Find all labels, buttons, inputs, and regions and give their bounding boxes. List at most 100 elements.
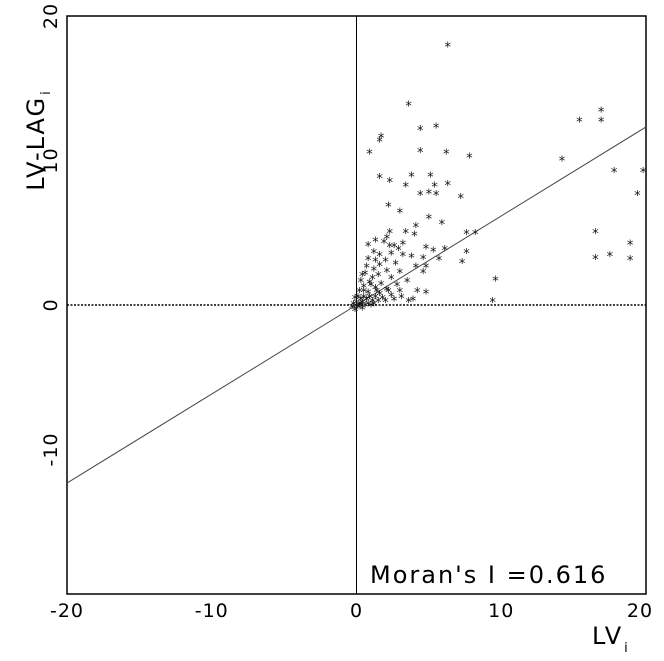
data-point: * xyxy=(359,298,366,313)
data-point: * xyxy=(388,248,395,263)
data-point: * xyxy=(352,293,359,308)
data-point: * xyxy=(365,287,372,302)
data-point: * xyxy=(355,302,362,317)
svg-text:LV-LAGi: LV-LAGi xyxy=(22,89,54,191)
data-point: * xyxy=(360,286,367,301)
data-point: * xyxy=(427,170,434,185)
data-point: * xyxy=(363,261,370,276)
data-point: * xyxy=(366,147,373,162)
data-point: * xyxy=(598,115,605,130)
data-point: * xyxy=(607,250,614,265)
y-tick-labels: -10 0 10 20 xyxy=(40,3,62,467)
data-point: * xyxy=(391,295,398,310)
data-point: * xyxy=(375,270,382,285)
data-point: * xyxy=(627,254,634,269)
data-point: * xyxy=(365,240,372,255)
y-tick-label-text: 10 xyxy=(40,147,62,173)
data-point: * xyxy=(363,295,370,310)
data-point: * xyxy=(413,261,420,276)
data-point: * xyxy=(457,192,464,207)
data-point: * xyxy=(358,276,365,291)
data-point: * xyxy=(385,201,392,216)
data-point: * xyxy=(350,299,357,314)
x-tick-label: -10 xyxy=(195,600,229,622)
data-point: * xyxy=(378,279,385,294)
data-point: * xyxy=(384,233,391,248)
data-point: * xyxy=(365,254,372,269)
data-point: * xyxy=(366,292,373,307)
data-points: *** **** * * ** * * ** *** * * ** * ** ** ****** * ** * * * *… xyxy=(349,40,647,319)
data-point: * xyxy=(402,181,409,196)
data-point: * xyxy=(369,296,376,311)
y-axis-title: LV-LAGi xyxy=(22,89,54,191)
y-tick-label-text: -10 xyxy=(40,432,62,466)
data-point: * xyxy=(400,238,407,253)
x-tick-label: -20 xyxy=(50,600,84,622)
data-point: * xyxy=(417,124,424,139)
data-point: * xyxy=(352,305,359,320)
data-point: * xyxy=(387,176,394,191)
y-tick-label: 10 xyxy=(40,147,62,173)
data-point: * xyxy=(382,256,389,271)
data-point: * xyxy=(423,287,430,302)
data-point: * xyxy=(423,261,430,276)
data-point: * xyxy=(420,267,427,282)
data-point: * xyxy=(362,300,369,315)
data-point: * xyxy=(392,259,399,274)
data-point: * xyxy=(431,181,438,196)
data-point: * xyxy=(372,235,379,250)
data-point: * xyxy=(410,295,417,310)
data-point: * xyxy=(376,250,383,265)
data-point: * xyxy=(356,300,363,315)
data-point: * xyxy=(426,188,433,203)
data-point: * xyxy=(459,257,466,272)
data-point: * xyxy=(382,296,389,311)
data-point: * xyxy=(376,260,383,275)
y-tick-label-text: 0 xyxy=(40,298,62,311)
data-point: * xyxy=(433,189,440,204)
data-point: * xyxy=(492,274,499,289)
data-point: * xyxy=(376,136,383,151)
data-point: * xyxy=(378,131,385,146)
data-point: * xyxy=(353,298,360,313)
data-point: * xyxy=(397,267,404,282)
data-point: * xyxy=(442,244,449,259)
data-point: * xyxy=(366,277,373,292)
data-point: * xyxy=(371,247,378,262)
data-point: * xyxy=(395,244,402,259)
data-point: * xyxy=(436,254,443,269)
data-point: * xyxy=(355,292,362,307)
data-point: * xyxy=(592,227,599,242)
morans-i-annotation: Moran's I =0.616 xyxy=(370,561,607,589)
data-point: * xyxy=(372,292,379,307)
data-point: * xyxy=(408,251,415,266)
data-point: * xyxy=(368,280,375,295)
x-tick-label: 0 xyxy=(350,600,363,622)
y-axis-title-subscript: i xyxy=(39,89,54,95)
y-tick-label-text: 20 xyxy=(40,3,62,29)
data-point: * xyxy=(371,264,378,279)
data-point: * xyxy=(426,212,433,227)
y-axis-title-text: LV-LAG xyxy=(22,96,50,191)
data-point: * xyxy=(411,230,418,245)
data-point: * xyxy=(365,299,372,314)
data-point: * xyxy=(444,179,451,194)
data-point: * xyxy=(379,293,386,308)
data-point: * xyxy=(576,115,583,130)
data-point: * xyxy=(358,295,365,310)
data-point: * xyxy=(372,256,379,271)
data-point: * xyxy=(408,170,415,185)
data-point: * xyxy=(388,273,395,288)
data-point: * xyxy=(417,189,424,204)
x-axis-title: LVi xyxy=(592,622,630,656)
data-point: * xyxy=(423,243,430,258)
data-point: * xyxy=(398,292,405,307)
data-point: * xyxy=(384,266,391,281)
x-axis-title-subscript: i xyxy=(624,641,630,656)
y-tick-label: 0 xyxy=(40,298,62,311)
data-point: * xyxy=(443,147,450,162)
data-point: * xyxy=(439,218,446,233)
data-point: * xyxy=(385,286,392,301)
data-point: * xyxy=(472,228,479,243)
data-point: * xyxy=(369,273,376,288)
